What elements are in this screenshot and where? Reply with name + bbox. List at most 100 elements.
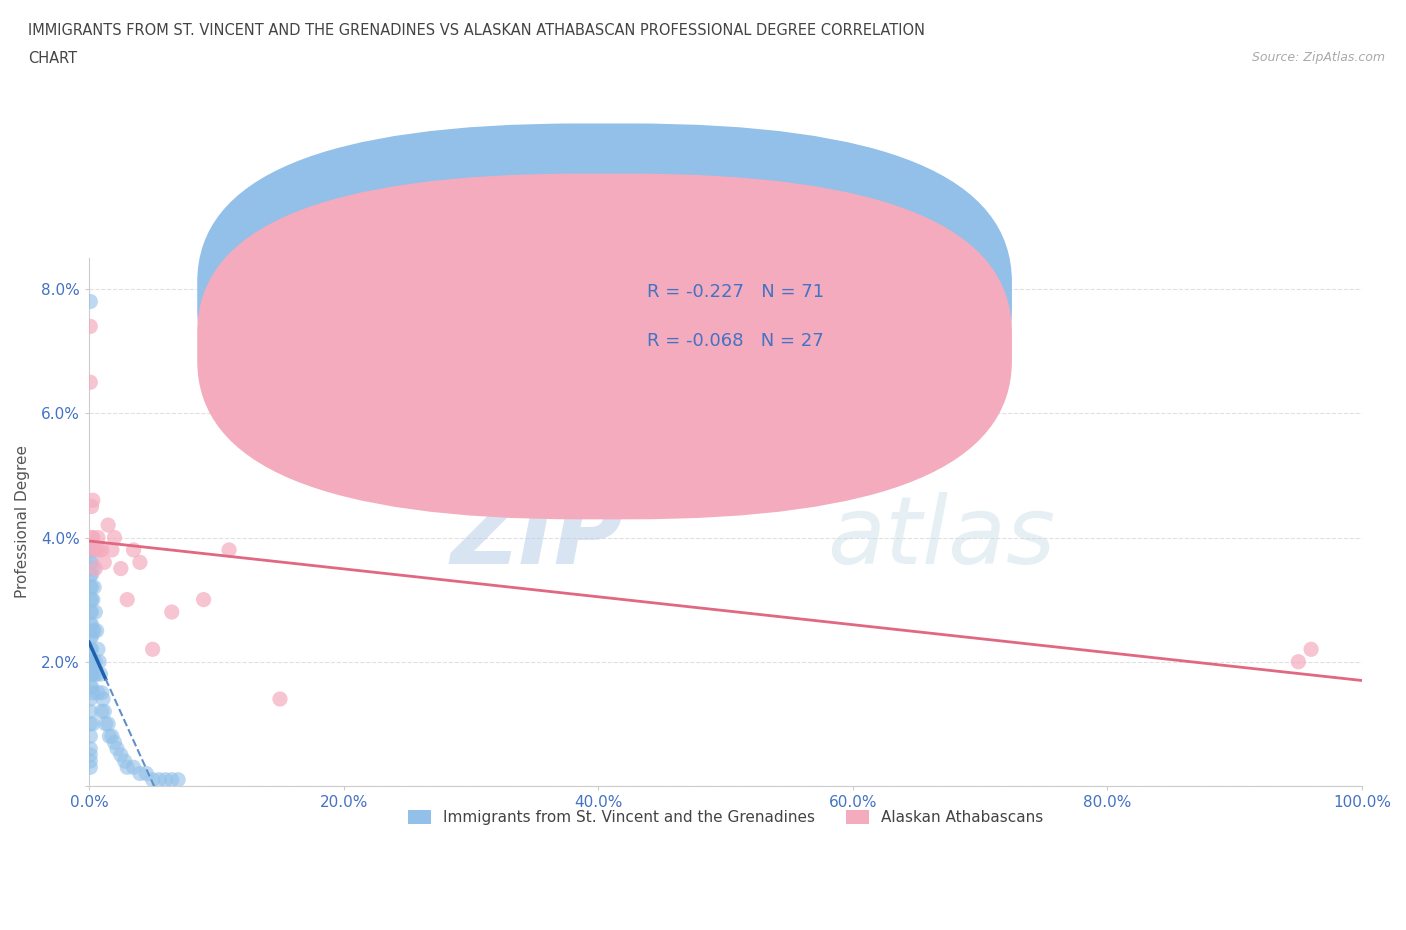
Text: ZIP: ZIP: [451, 492, 624, 584]
Point: [84, 604, 107, 619]
Point: [83, 579, 105, 594]
Point: [82, 493, 104, 508]
Point: [79, 753, 101, 768]
Point: [193, 592, 215, 607]
Point: [110, 561, 132, 576]
Point: [115, 760, 138, 775]
Point: [269, 692, 291, 707]
Point: [79, 542, 101, 557]
Point: [122, 760, 145, 775]
Point: [84, 561, 107, 576]
Point: [129, 766, 152, 781]
Point: [86, 542, 108, 557]
Point: [142, 642, 165, 657]
Point: [80, 567, 103, 582]
FancyBboxPatch shape: [197, 124, 1012, 470]
Point: [82, 592, 104, 607]
Legend: Immigrants from St. Vincent and the Grenadines, Alaskan Athabascans: Immigrants from St. Vincent and the Gren…: [402, 804, 1049, 831]
Point: [93, 555, 115, 570]
Point: [82, 716, 104, 731]
Point: [160, 772, 183, 787]
Point: [79, 579, 101, 594]
Point: [101, 542, 124, 557]
Point: [79, 716, 101, 731]
Point: [1286, 655, 1309, 670]
Point: [79, 319, 101, 334]
Point: [79, 692, 101, 707]
Point: [80, 579, 103, 594]
Point: [79, 655, 101, 670]
Point: [101, 729, 124, 744]
Point: [103, 530, 125, 545]
Point: [87, 685, 110, 700]
Point: [167, 772, 190, 787]
Point: [79, 617, 101, 631]
Point: [80, 667, 103, 682]
Point: [80, 642, 103, 657]
Point: [89, 667, 111, 682]
Point: [82, 623, 104, 638]
Point: [129, 555, 152, 570]
Point: [91, 692, 114, 707]
Point: [79, 667, 101, 682]
Point: [97, 518, 120, 533]
Point: [90, 685, 112, 700]
Point: [148, 772, 170, 787]
Text: R = -0.227   N = 71: R = -0.227 N = 71: [647, 284, 824, 301]
Point: [83, 623, 105, 638]
Point: [155, 772, 177, 787]
Point: [80, 499, 103, 514]
Point: [142, 772, 165, 787]
Point: [79, 679, 101, 694]
Point: [86, 667, 108, 682]
Point: [79, 642, 101, 657]
Point: [89, 655, 111, 670]
Point: [90, 704, 112, 719]
Point: [115, 592, 138, 607]
Point: [89, 542, 111, 557]
FancyBboxPatch shape: [547, 269, 917, 374]
Point: [80, 655, 103, 670]
Point: [82, 530, 104, 545]
Text: IMMIGRANTS FROM ST. VINCENT AND THE GRENADINES VS ALASKAN ATHABASCAN PROFESSIONA: IMMIGRANTS FROM ST. VINCENT AND THE GREN…: [28, 23, 925, 38]
Text: R = -0.068   N = 27: R = -0.068 N = 27: [647, 332, 824, 351]
Point: [80, 592, 103, 607]
Point: [82, 685, 104, 700]
Point: [93, 704, 115, 719]
Point: [79, 567, 101, 582]
Point: [80, 542, 103, 557]
Point: [80, 630, 103, 644]
Point: [79, 704, 101, 719]
Point: [97, 716, 120, 731]
Point: [79, 760, 101, 775]
Point: [110, 748, 132, 763]
Point: [80, 530, 103, 545]
Point: [79, 294, 101, 309]
Point: [87, 642, 110, 657]
Point: [79, 375, 101, 390]
Text: atlas: atlas: [827, 492, 1056, 583]
Text: Source: ZipAtlas.com: Source: ZipAtlas.com: [1251, 51, 1385, 64]
Point: [218, 542, 240, 557]
Point: [98, 729, 121, 744]
Point: [79, 592, 101, 607]
Point: [114, 753, 136, 768]
Point: [87, 530, 110, 545]
Point: [103, 735, 125, 750]
Point: [122, 542, 145, 557]
Point: [105, 741, 128, 756]
Point: [79, 729, 101, 744]
Point: [135, 766, 157, 781]
Point: [79, 630, 101, 644]
Point: [82, 561, 104, 576]
Point: [79, 748, 101, 763]
Text: CHART: CHART: [28, 51, 77, 66]
Point: [79, 555, 101, 570]
Point: [79, 604, 101, 619]
Point: [80, 555, 103, 570]
Point: [80, 679, 103, 694]
Point: [94, 716, 117, 731]
FancyBboxPatch shape: [197, 174, 1012, 519]
Point: [90, 542, 112, 557]
Point: [1299, 642, 1322, 657]
